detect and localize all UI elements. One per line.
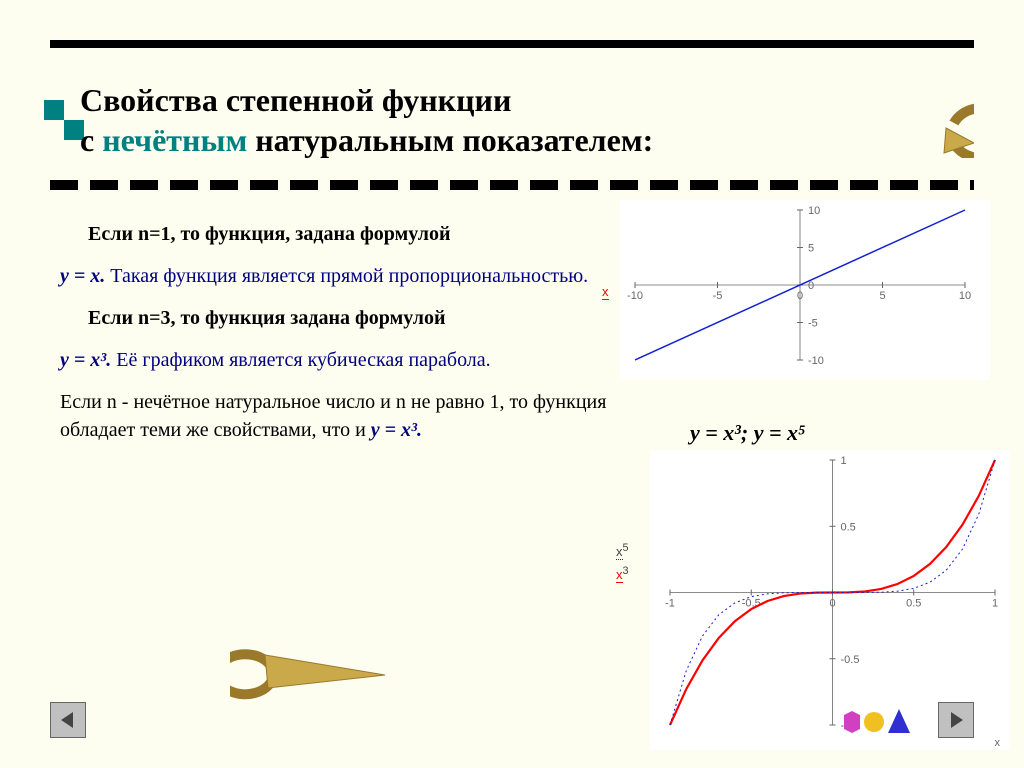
svg-text:0: 0 <box>808 280 814 292</box>
swirl-arrow-icon <box>230 640 390 715</box>
svg-text:1: 1 <box>992 598 998 610</box>
top-divider <box>50 40 974 48</box>
svg-text:10: 10 <box>808 205 820 217</box>
svg-text:0.5: 0.5 <box>906 598 921 610</box>
bullet-squares-icon <box>44 100 84 140</box>
title-line-1: Свойства степенной функции <box>80 80 890 120</box>
svg-text:-5: -5 <box>808 318 818 330</box>
next-slide-button[interactable] <box>938 702 974 738</box>
svg-text:-0.5: -0.5 <box>742 598 761 610</box>
para-4: y = x³. Её графиком является кубическая … <box>60 346 620 374</box>
svg-text:-5: -5 <box>713 290 723 302</box>
swirl-arrow-icon <box>874 88 974 163</box>
svg-text:5: 5 <box>879 290 885 302</box>
svg-text:-10: -10 <box>627 290 643 302</box>
body-text: Если n=1, то функция, задана формулой y … <box>60 220 620 458</box>
para-2: y = x. Такая функция является прямой про… <box>60 262 620 290</box>
svg-text:x: x <box>995 737 1001 749</box>
para-3: Если n=3, то функция задана формулой <box>88 304 620 332</box>
title-line-2: с нечётным натуральным показателем: <box>80 120 890 160</box>
linear-legend: x <box>602 284 609 299</box>
para-5: Если n - нечётное натуральное число и n … <box>60 388 620 444</box>
svg-text:0: 0 <box>829 598 835 610</box>
svg-text:0: 0 <box>797 290 803 302</box>
svg-text:1: 1 <box>841 455 847 467</box>
svg-text:-10: -10 <box>808 355 824 367</box>
svg-text:5: 5 <box>808 243 814 255</box>
para-1: Если n=1, то функция, задана формулой <box>88 220 620 248</box>
cubic-legend: x5 x3 <box>616 540 629 586</box>
linear-chart: -10 -5 0 5 10 -10 -5 0 5 10 <box>620 200 990 380</box>
svg-text:-0.5: -0.5 <box>841 654 860 666</box>
shapes-icon <box>844 705 914 740</box>
svg-text:10: 10 <box>959 290 971 302</box>
cubic-chart-title: y = x³; y = x⁵ <box>690 420 806 446</box>
svg-text:0.5: 0.5 <box>841 521 856 533</box>
dashed-divider <box>50 180 974 190</box>
slide-title: Свойства степенной функции с нечётным на… <box>80 80 890 160</box>
svg-text:-1: -1 <box>665 598 675 610</box>
prev-slide-button[interactable] <box>50 702 86 738</box>
